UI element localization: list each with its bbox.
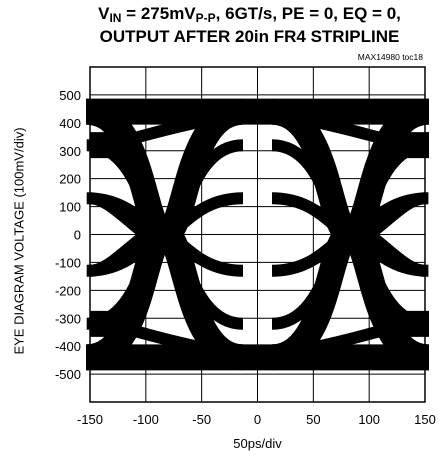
right-partial-up — [365, 192, 426, 240]
y-tick-label: -400 — [55, 339, 81, 354]
x-tick-label: 50 — [306, 412, 320, 427]
y-tick-label: -200 — [55, 283, 81, 298]
plot-frame — [89, 66, 426, 403]
x-tick-label: 150 — [414, 412, 436, 427]
x-axis-label: 50ps/div — [233, 436, 282, 451]
x-tick-label: -150 — [77, 412, 103, 427]
x-tick-label: 0 — [254, 412, 261, 427]
y-tick-labels: 500 400 300 200 100 0 -100 -200 -300 -400 -500 — [55, 88, 81, 382]
y-tick-label: 400 — [59, 116, 81, 131]
y-tick-label: -300 — [55, 311, 81, 326]
y-tick-label: 0 — [74, 228, 81, 243]
y-tick-label: 300 — [59, 144, 81, 159]
settle-bottom-right — [212, 317, 426, 364]
edge-rise-small — [271, 192, 429, 277]
left-partial-down — [89, 229, 150, 277]
x-tick-label: -100 — [133, 412, 159, 427]
chart-title-line2: OUTPUT AFTER 20in FR4 STRIPLINE — [99, 27, 400, 46]
figure-tag: MAX14980 toc18 — [357, 52, 423, 62]
x-tick-label: 100 — [358, 412, 380, 427]
eye-traces — [84, 98, 431, 371]
y-tick-label: 500 — [59, 88, 81, 103]
y-tick-label: 100 — [59, 200, 81, 215]
left-partial-up — [89, 192, 150, 240]
y-tick-label: -100 — [55, 255, 81, 270]
settle-top-right — [212, 105, 426, 152]
right-partial-down — [365, 229, 426, 277]
x-tick-labels: -150 -100 -50 0 50 100 150 — [77, 412, 436, 427]
y-tick-label: 200 — [59, 172, 81, 187]
edge-rise-small — [86, 192, 244, 277]
chart-title-line1: VIN = 275mVP-P, 6GT/s, PE = 0, EQ = 0, — [98, 4, 401, 25]
x-tick-label: -50 — [192, 412, 211, 427]
y-tick-label: -500 — [55, 367, 81, 382]
